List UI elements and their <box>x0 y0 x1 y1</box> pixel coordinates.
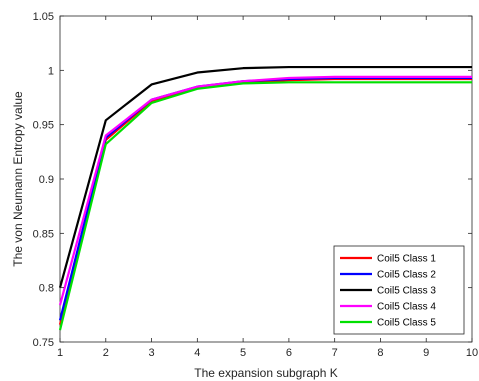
legend-label: Coil5 Class 3 <box>377 286 436 297</box>
x-tick-label: 10 <box>466 347 478 359</box>
x-tick-label: 4 <box>194 347 200 359</box>
x-tick-label: 1 <box>57 347 63 359</box>
ticks-layer: 1 2 3 4 5 6 7 8 9 10 0.75 0.8 0.85 0.9 0.95 1 1.05 <box>33 11 479 359</box>
y-tick-label: 0.9 <box>39 174 54 186</box>
x-tick-label: 8 <box>377 347 383 359</box>
y-tick-label: 0.75 <box>33 337 54 349</box>
series-line-4 <box>58 75 472 306</box>
y-axis-label: The von Neumann Entropy value <box>11 91 25 267</box>
x-tick-label: 2 <box>103 347 109 359</box>
y-tick-label: 0.8 <box>39 283 54 295</box>
x-tick-label: 5 <box>240 347 246 359</box>
series-line-3 <box>58 65 472 288</box>
x-tick-label: 6 <box>286 347 292 359</box>
legend-label: Coil5 Class 4 <box>377 302 436 313</box>
x-tick-label: 7 <box>332 347 338 359</box>
legend: Coil5 Class 1 Coil5 Class 2 Coil5 Class 3 C… <box>333 245 465 335</box>
x-axis-label: The expansion subgraph K <box>194 366 337 380</box>
legend-label: Coil5 Class 2 <box>377 270 436 281</box>
series-layer <box>58 65 472 331</box>
y-tick-label: 0.95 <box>33 120 54 132</box>
series-line-5 <box>58 81 472 331</box>
y-tick-label: 0.85 <box>33 228 54 240</box>
legend-label: Coil5 Class 5 <box>377 318 436 329</box>
y-tick-label: 1.05 <box>33 11 54 23</box>
x-tick-label: 9 <box>423 347 429 359</box>
legend-label: Coil5 Class 1 <box>377 254 436 265</box>
y-tick-label: 1 <box>48 65 54 77</box>
x-tick-label: 3 <box>148 347 154 359</box>
